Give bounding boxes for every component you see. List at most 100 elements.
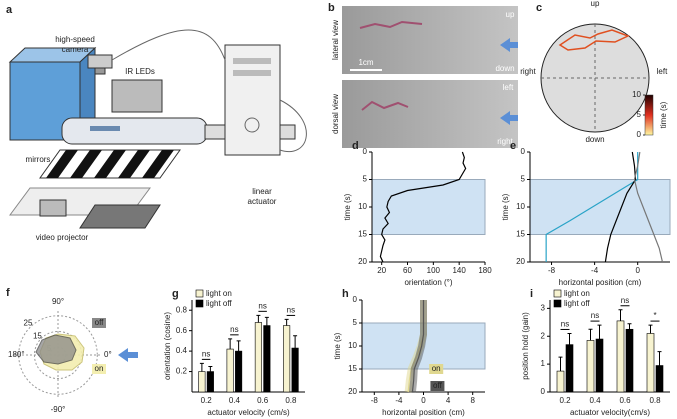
y-tick-label: 20 — [358, 257, 367, 266]
y-tick-label: 2 — [541, 331, 546, 340]
ir-leds — [111, 79, 163, 113]
error-bar — [256, 314, 261, 323]
computer-button — [244, 117, 260, 133]
error-bar — [558, 356, 563, 372]
y-tick-label: 0 — [521, 147, 526, 156]
label: down — [585, 135, 604, 144]
error-bar — [618, 309, 623, 321]
label: left — [657, 67, 668, 76]
y-tick-label: 0.6 — [176, 326, 188, 335]
y-axis-label: time (s) — [333, 332, 342, 359]
shaded-interval — [529, 179, 671, 235]
label: camera — [62, 45, 89, 54]
y-tick-label: 5 — [353, 318, 358, 327]
computer-drive — [233, 58, 271, 64]
y-tick-label: 0 — [541, 387, 546, 396]
fish — [90, 126, 120, 131]
x-tick-label: 0.4 — [589, 396, 601, 405]
bar — [586, 340, 595, 393]
y-tick-label: 0 — [363, 147, 368, 156]
bar — [206, 371, 214, 393]
stripe — [118, 150, 150, 178]
bar — [595, 338, 604, 393]
label-box — [92, 364, 106, 374]
bar — [616, 320, 625, 393]
x-tick-label: 0.4 — [229, 396, 241, 405]
error-bar — [236, 340, 241, 352]
y-tick-label: 0.4 — [176, 346, 188, 355]
series-label: on — [432, 364, 441, 373]
tube — [61, 117, 208, 145]
camera-lens — [94, 67, 106, 75]
significance-label: ns — [621, 296, 629, 305]
colorbar-tick-label: 0 — [637, 130, 642, 139]
panel-letter: g — [172, 288, 179, 300]
stripe — [70, 150, 102, 178]
panel-letter: f — [6, 287, 10, 299]
error-bar — [208, 365, 213, 372]
x-tick-label: 0.6 — [619, 396, 631, 405]
label: lateral view — [331, 20, 340, 60]
y-tick-label: 10 — [348, 341, 357, 350]
x-axis-label: actuator velocity(cm/s) — [570, 408, 650, 417]
shaded-interval — [371, 179, 486, 235]
label: actuator — [248, 197, 277, 206]
panel-letter: e — [510, 140, 516, 152]
error-bar — [293, 335, 298, 349]
y-axis-label: time (s) — [343, 193, 352, 220]
stripe — [142, 150, 174, 178]
bar — [226, 348, 234, 393]
significance-label: ns — [591, 311, 599, 320]
y-tick-label: 5 — [521, 175, 526, 184]
bar — [263, 325, 271, 393]
bar — [235, 350, 243, 393]
y-tick-label: 10 — [516, 202, 525, 211]
x-tick-label: -4 — [395, 396, 403, 405]
label: high-speed — [55, 35, 95, 44]
polar-tick-label: 15 — [33, 331, 42, 340]
error-bar — [597, 324, 602, 340]
error-bar — [588, 328, 593, 341]
x-tick-label: 0 — [635, 266, 640, 275]
bar — [565, 344, 574, 393]
x-tick-label: 20 — [377, 266, 386, 275]
legend-swatch — [195, 289, 204, 298]
label: on — [95, 364, 104, 373]
y-axis-label: time (s) — [501, 193, 510, 220]
label: right — [520, 67, 536, 76]
bar — [254, 322, 262, 393]
label: up — [506, 10, 515, 19]
polar-tick-label: 25 — [24, 319, 33, 328]
series-label-box — [430, 381, 445, 391]
error-bar — [264, 316, 269, 326]
panel-letter: c — [536, 2, 542, 14]
bar — [283, 325, 291, 393]
y-tick-label: 15 — [358, 230, 367, 239]
angle-label: 0° — [104, 350, 112, 359]
legend-swatch — [195, 299, 204, 308]
y-tick-label: 0.2 — [176, 367, 188, 376]
label: left — [503, 83, 514, 92]
bar — [646, 333, 655, 393]
colorbar — [644, 94, 654, 136]
label: right — [497, 137, 513, 146]
x-tick-label: 140 — [452, 266, 466, 275]
series-line — [379, 151, 467, 263]
bar — [655, 365, 664, 393]
error-bar — [567, 332, 572, 345]
bar — [291, 347, 299, 393]
x-tick-label: 0 — [421, 396, 426, 405]
error-bar — [648, 324, 653, 334]
label: dorsal view — [331, 94, 340, 134]
y-tick-label: 20 — [516, 257, 525, 266]
series-line — [411, 300, 425, 393]
y-tick-label: 5 — [363, 175, 368, 184]
projector — [39, 199, 67, 217]
legend-label: light off — [564, 299, 590, 308]
y-tick-label: 3 — [541, 303, 546, 312]
series-line — [633, 151, 664, 263]
x-tick-label: -8 — [371, 396, 379, 405]
error-bar — [284, 318, 289, 326]
legend-label: light off — [206, 299, 232, 308]
stripe — [46, 150, 78, 178]
